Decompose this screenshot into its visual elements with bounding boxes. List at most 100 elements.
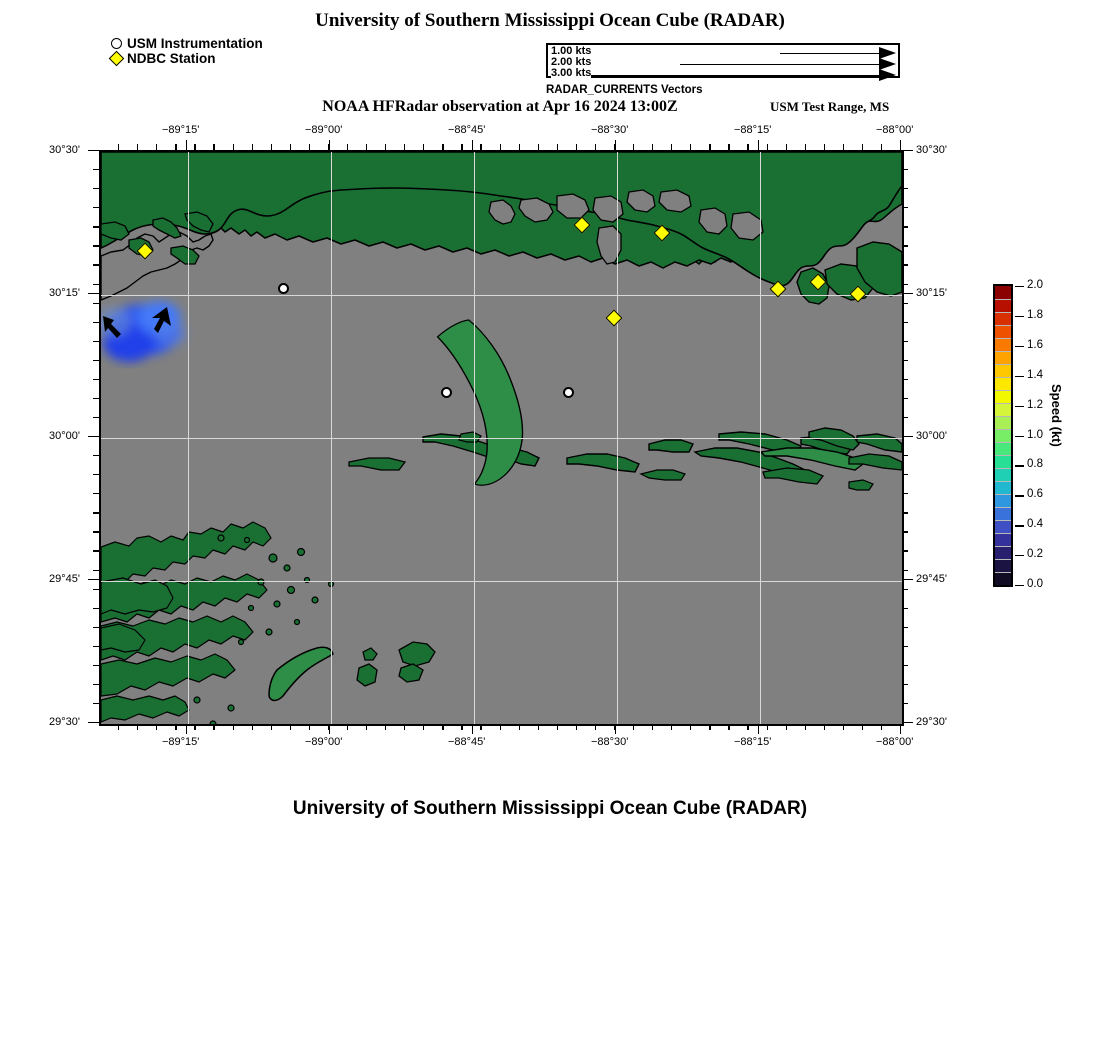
colorbar-band: [995, 416, 1011, 430]
colorbar-separator: [995, 325, 1011, 327]
axis-minor-tick: [137, 144, 139, 150]
x-axis-label-bottom: −88°00': [876, 736, 914, 748]
colorbar-separator: [995, 351, 1011, 353]
axis-minor-tick: [194, 144, 196, 150]
axis-minor-tick: [842, 724, 845, 730]
axis-minor-tick: [93, 321, 99, 323]
vector-shaft-1: [780, 53, 880, 54]
axis-minor-tick: [671, 724, 673, 730]
axis-minor-tick: [423, 144, 425, 150]
colorbar-tick-label: 0.4: [1027, 518, 1043, 531]
axis-minor-tick: [902, 626, 908, 628]
colorbar-title: Speed (kt): [1049, 384, 1064, 447]
axis-minor-tick: [902, 378, 908, 381]
x-axis-label-top: −89°15': [162, 124, 200, 136]
colorbar-band: [995, 507, 1011, 521]
axis-minor-tick: [156, 724, 158, 730]
legend-item-usm-instrumentation: USM Instrumentation: [110, 36, 263, 51]
axis-minor-tick: [93, 207, 99, 209]
axis-minor-tick: [902, 531, 908, 533]
x-axis-label-bottom: −89°00': [305, 736, 343, 748]
axis-tick: [472, 140, 474, 150]
colorbar-band: [995, 364, 1011, 378]
axis-tick: [329, 140, 331, 150]
colorbar-separator: [995, 416, 1011, 418]
axis-minor-tick: [785, 144, 787, 150]
x-axis-label-top: −88°45': [448, 124, 486, 136]
colorbar-separator: [995, 377, 1011, 379]
axis-minor-tick: [902, 455, 908, 457]
axis-minor-tick: [93, 493, 99, 495]
x-axis-label-top: −88°30': [591, 124, 629, 136]
colorbar-separator: [995, 481, 1011, 483]
colorbar-tick: [1015, 555, 1024, 557]
axis-minor-tick: [902, 416, 908, 419]
y-axis-label-right: 30°15': [916, 287, 947, 299]
axis-tick: [88, 579, 99, 581]
axis-tick: [186, 140, 188, 150]
axis-minor-tick: [289, 144, 291, 150]
colorbar-tick: [1015, 435, 1024, 437]
axis-minor-tick: [861, 144, 864, 150]
axis-minor-tick: [118, 724, 120, 730]
colorbar-separator: [995, 455, 1011, 457]
x-axis-label-bottom: −88°30': [591, 736, 629, 748]
x-axis-label-bottom: −88°45': [448, 736, 486, 748]
axis-minor-tick: [842, 144, 845, 150]
axis-tick: [88, 150, 99, 152]
axis-minor-tick: [902, 359, 908, 361]
axis-minor-tick: [902, 436, 908, 438]
axis-minor-tick: [633, 144, 635, 150]
colorbar-separator: [995, 507, 1011, 509]
gridline-lat-30-00: [101, 438, 902, 440]
colorbar-band: [995, 468, 1011, 482]
colorbar-tick-label: 2.0: [1027, 279, 1043, 291]
y-axis-label-left: 30°00': [49, 430, 80, 442]
axis-minor-tick: [404, 724, 406, 730]
axis-minor-tick: [270, 144, 272, 150]
colorbar-band: [995, 546, 1011, 560]
y-axis-label-right: 29°45': [916, 573, 947, 585]
usm-instrumentation-marker[interactable]: [278, 283, 289, 294]
colorbar-tick: [1015, 315, 1024, 318]
axis-minor-tick: [93, 531, 99, 533]
axis-minor-tick: [728, 144, 730, 150]
diamond-marker-icon: [108, 50, 125, 67]
axis-minor-tick: [251, 724, 253, 730]
axis-tick: [902, 579, 913, 581]
axis-minor-tick: [346, 724, 349, 730]
axis-minor-tick: [880, 724, 883, 730]
colorbar-band: [995, 377, 1011, 391]
axis-minor-tick: [902, 588, 908, 590]
map-canvas[interactable]: [99, 150, 904, 726]
colorbar-separator: [995, 442, 1011, 444]
usm-instrumentation-marker[interactable]: [563, 387, 574, 398]
axis-minor-tick: [385, 144, 387, 150]
axis-minor-tick: [690, 724, 692, 730]
vector-scale-label-2: 2.00 kts: [551, 56, 592, 68]
axis-minor-tick: [93, 474, 99, 476]
axis-minor-tick: [652, 724, 654, 730]
axis-minor-tick: [194, 724, 196, 730]
colorbar-separator: [995, 494, 1011, 496]
axis-minor-tick: [480, 724, 482, 730]
axis-minor-tick: [175, 144, 177, 150]
current-vector-arrow: [103, 316, 121, 338]
axis-minor-tick: [902, 664, 908, 667]
axis-minor-tick: [93, 588, 99, 590]
axis-minor-tick: [902, 245, 908, 247]
colorbar-band: [995, 533, 1011, 547]
axis-minor-tick: [93, 169, 99, 171]
axis-minor-tick: [671, 144, 673, 150]
usm-instrumentation-marker[interactable]: [441, 387, 452, 398]
axis-minor-tick: [766, 144, 768, 150]
colorbar-separator: [995, 572, 1011, 574]
axis-minor-tick: [93, 664, 99, 667]
colorbar-tick-label: 1.8: [1027, 308, 1043, 321]
axis-minor-tick: [93, 702, 99, 705]
colorbar-tick-label: 1.0: [1027, 428, 1043, 441]
axis-minor-tick: [423, 724, 425, 730]
colorbar-band: [995, 429, 1011, 443]
colorbar-band: [995, 442, 1011, 456]
axis-minor-tick: [499, 724, 501, 730]
